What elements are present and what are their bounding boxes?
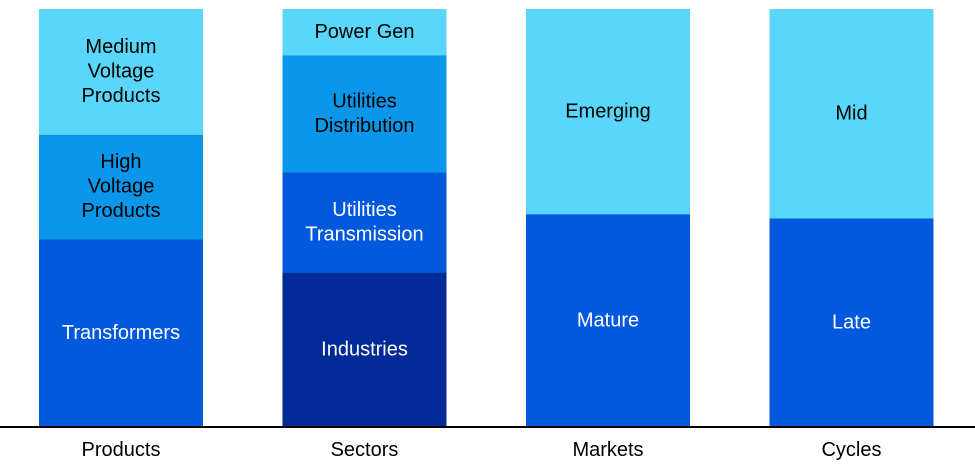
segment-label-markets-mature: Mature bbox=[577, 309, 639, 331]
bar-segment-sectors-utilities-distribution bbox=[282, 54, 447, 173]
segment-label-cycles-late: Late bbox=[832, 312, 871, 334]
bar-segment-products-transformers bbox=[39, 238, 203, 428]
bar-segment-sectors-industries bbox=[282, 272, 447, 428]
category-label-products: Products bbox=[82, 439, 161, 461]
segment-label-products-medium-voltage-products: Medium Voltage Products bbox=[82, 36, 161, 107]
category-label-sectors: Sectors bbox=[331, 439, 399, 461]
bar-segment-products-high-voltage-products bbox=[39, 134, 203, 240]
segment-label-sectors-power-gen: Power Gen bbox=[314, 21, 414, 43]
bar-segment-cycles-mid bbox=[769, 9, 934, 219]
segment-label-products-transformers: Transformers bbox=[62, 322, 180, 344]
bar-segment-sectors-power-gen bbox=[282, 9, 447, 56]
segment-label-products-high-voltage-products: High Voltage Products bbox=[82, 151, 161, 222]
segment-label-sectors-industries: Industries bbox=[321, 339, 408, 361]
segment-label-cycles-mid: Mid bbox=[835, 103, 867, 125]
bar-segment-markets-mature bbox=[526, 213, 690, 428]
bar-segment-cycles-late bbox=[769, 218, 934, 428]
segment-label-sectors-utilities-transmission: Utilities Transmission bbox=[305, 199, 423, 246]
segment-label-sectors-utilities-distribution: Utilities Distribution bbox=[314, 90, 414, 137]
bar-segment-sectors-utilities-transmission bbox=[282, 172, 447, 273]
bar-segment-products-medium-voltage-products bbox=[39, 9, 203, 135]
category-labels: Products Sectors Markets Cycles bbox=[82, 439, 882, 461]
bar-segment-markets-emerging bbox=[526, 9, 690, 215]
category-label-markets: Markets bbox=[572, 439, 643, 461]
category-label-cycles: Cycles bbox=[821, 439, 881, 461]
segment-label-markets-emerging: Emerging bbox=[565, 100, 651, 122]
bar-stacks: Transformers High Voltage Products Medium Vol… bbox=[39, 9, 934, 428]
